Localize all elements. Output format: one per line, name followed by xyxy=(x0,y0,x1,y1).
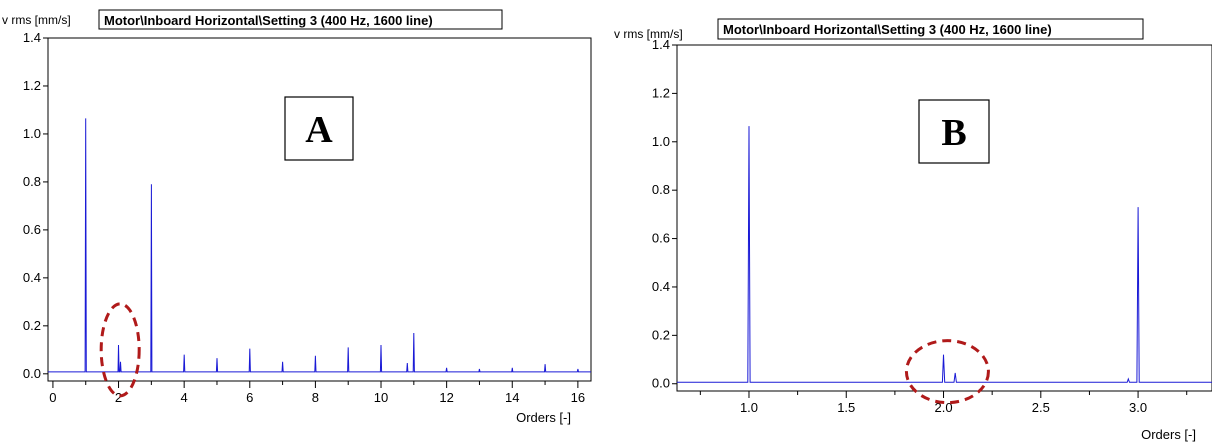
y-tick-label: 0.0 xyxy=(652,376,670,391)
x-axis: 0 2 4 6 8 10 12 14 16 xyxy=(49,381,585,405)
y-axis: 0.0 0.2 0.4 0.6 0.8 1.0 1.2 1.4 xyxy=(23,30,48,381)
chart-title-box xyxy=(717,18,1144,40)
x-tick-label: 6 xyxy=(246,390,253,405)
spectrum-trace xyxy=(48,118,591,373)
x-tick-label: 1.5 xyxy=(837,400,855,415)
y-tick-label: 1.2 xyxy=(23,78,41,93)
y-tick-label: 0.8 xyxy=(652,182,670,197)
y-axis-unit-label: v rms [mm/s] xyxy=(2,13,71,27)
y-tick-label: 0.2 xyxy=(652,327,670,342)
spectrum-trace xyxy=(677,126,1212,383)
y-tick-label: 1.0 xyxy=(23,126,41,141)
x-tick-label: 8 xyxy=(312,390,319,405)
panel-label-box xyxy=(284,96,354,161)
y-tick-label: 0.6 xyxy=(652,231,670,246)
y-tick-label: 0.8 xyxy=(23,174,41,189)
x-tick-label: 3.0 xyxy=(1129,400,1147,415)
x-tick-label: 10 xyxy=(374,390,388,405)
y-tick-label: 1.0 xyxy=(652,134,670,149)
spectrum-panel-a: v rms [mm/s] Motor\Inboard Horizontal\Se… xyxy=(2,9,592,425)
chart-title: Motor\Inboard Horizontal\Setting 3 (400 … xyxy=(104,13,433,28)
x-tick-label: 0 xyxy=(49,390,56,405)
y-axis-unit-label: v rms [mm/s] xyxy=(614,27,683,41)
x-tick-label: 12 xyxy=(439,390,453,405)
plot-frame xyxy=(676,44,1212,392)
y-tick-label: 1.4 xyxy=(23,30,41,45)
x-tick-label: 2.5 xyxy=(1032,400,1050,415)
y-tick-label: 0.6 xyxy=(23,222,41,237)
panel-label-box xyxy=(918,99,990,164)
x-tick-label: 1.0 xyxy=(740,400,758,415)
y-tick-label: 0.0 xyxy=(23,366,41,381)
x-tick-label: 16 xyxy=(571,390,585,405)
panel-label: A xyxy=(305,109,333,151)
panel-label: B xyxy=(941,112,966,154)
chart-title-box xyxy=(98,9,503,30)
x-tick-label: 2 xyxy=(115,390,122,405)
plot-frame xyxy=(47,37,592,382)
x-tick-label: 4 xyxy=(181,390,188,405)
y-axis: 0.0 0.2 0.4 0.6 0.8 1.0 1.2 1.4 xyxy=(652,37,677,391)
y-tick-label: 0.2 xyxy=(23,318,41,333)
y-tick-label: 1.4 xyxy=(652,37,670,52)
x-axis: 1.0 1.5 2.0 2.5 3.0 xyxy=(699,391,1188,415)
x-tick-label: 2.0 xyxy=(934,400,952,415)
highlight-ellipse xyxy=(904,339,990,405)
highlight-ellipse xyxy=(99,302,141,398)
spectrum-panel-b: v rms [mm/s] Motor\Inboard Horizontal\Se… xyxy=(614,18,1212,442)
x-tick-label: 14 xyxy=(505,390,519,405)
chart-title: Motor\Inboard Horizontal\Setting 3 (400 … xyxy=(723,22,1052,37)
y-tick-label: 1.2 xyxy=(652,85,670,100)
y-tick-label: 0.4 xyxy=(23,270,41,285)
y-tick-label: 0.4 xyxy=(652,279,670,294)
x-axis-label: Orders [-] xyxy=(516,410,571,425)
x-axis-label: Orders [-] xyxy=(1141,427,1196,442)
